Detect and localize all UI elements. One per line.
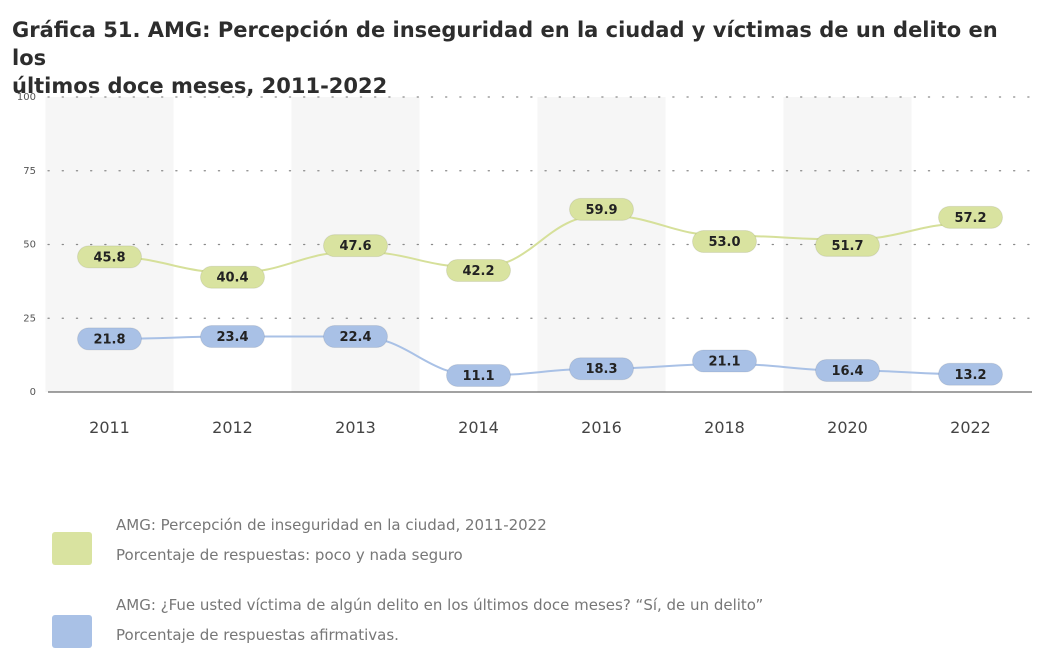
data-label-text: 18.3 (585, 362, 617, 377)
data-label-pill (323, 325, 388, 349)
data-label: 53.0 (692, 230, 757, 254)
legend-victims-line-2: Porcentaje de respuestas afirmativas. (116, 626, 399, 644)
data-label-text: 21.1 (708, 355, 740, 370)
data-label-pill (569, 357, 634, 381)
y-axis-ticks: 0 25 50 75 100 (17, 92, 36, 398)
data-label-pill (815, 358, 880, 382)
data-label-text: 21.8 (93, 332, 125, 347)
data-label-text: 45.8 (93, 250, 125, 265)
x-tick-label: 2013 (335, 418, 376, 437)
data-label: 18.3 (569, 357, 634, 381)
data-label: 21.8 (77, 327, 142, 351)
y-tick-label: 25 (23, 313, 36, 324)
data-label: 57.2 (938, 205, 1003, 229)
data-label: 13.2 (938, 362, 1003, 386)
legend-swatch-insecurity (52, 532, 92, 565)
data-label-pill (200, 325, 265, 349)
data-label-text: 11.1 (462, 369, 494, 384)
chart-title-line-2: últimos doce meses, 2011-2022 (12, 74, 388, 98)
x-tick-label: 2022 (950, 418, 991, 437)
data-label-pill (200, 265, 265, 289)
data-label-pill (938, 362, 1003, 386)
data-label-pill (692, 349, 757, 373)
y-tick-label: 50 (23, 240, 36, 251)
gridlines (47, 96, 1033, 393)
data-label: 16.4 (815, 358, 880, 382)
data-label-pill (692, 230, 757, 254)
data-label-text: 51.7 (831, 239, 863, 254)
data-label-text: 47.6 (339, 239, 371, 254)
legend-victims-line-1: AMG: ¿Fue usted víctima de algún delito … (116, 596, 764, 614)
x-axis-ticks: 2011 2012 2013 2014 2016 2018 2020 2022 (89, 418, 991, 437)
data-labels: 45.8 40.4 47.6 42.2 59.9 53.0 51.7 57.2 21.8 23.4… (77, 197, 1003, 387)
data-label-text: 57.2 (954, 211, 986, 226)
y-tick-label: 0 (30, 387, 36, 398)
legend-swatch-victims (52, 615, 92, 648)
data-label-text: 23.4 (216, 330, 248, 345)
x-tick-label: 2018 (704, 418, 745, 437)
data-label-pill (938, 205, 1003, 229)
data-label-pill (323, 234, 388, 258)
data-label-pill (569, 197, 634, 221)
data-label: 42.2 (446, 258, 511, 282)
chart-title-line-1: Gráfica 51. AMG: Percepción de insegurid… (12, 18, 998, 70)
data-label: 47.6 (323, 234, 388, 258)
data-label-pill (815, 233, 880, 257)
data-label: 21.1 (692, 349, 757, 373)
legend-text-victims: AMG: ¿Fue usted víctima de algún delito … (116, 590, 763, 650)
data-label: 51.7 (815, 233, 880, 257)
data-label: 40.4 (200, 265, 265, 289)
data-label-text: 22.4 (339, 330, 371, 345)
x-tick-label: 2014 (458, 418, 499, 437)
data-label: 22.4 (323, 325, 388, 349)
x-tick-label: 2016 (581, 418, 622, 437)
data-label-pill (77, 327, 142, 351)
data-label: 45.8 (77, 245, 142, 269)
data-label-text: 42.2 (462, 264, 494, 279)
x-tick-label: 2012 (212, 418, 253, 437)
data-label-text: 40.4 (216, 271, 248, 286)
data-label: 23.4 (200, 325, 265, 349)
data-label-pill (446, 258, 511, 282)
x-tick-label: 2011 (89, 418, 130, 437)
data-label-text: 59.9 (585, 203, 617, 218)
y-tick-label: 75 (23, 166, 36, 177)
legend-insecurity-line-2: Porcentaje de respuestas: poco y nada se… (116, 546, 463, 564)
data-label-text: 16.4 (831, 364, 863, 379)
legend-text-insecurity: AMG: Percepción de inseguridad en la ciu… (116, 510, 547, 570)
data-label-pill (446, 363, 511, 387)
data-label: 59.9 (569, 197, 634, 221)
legend-insecurity-line-1: AMG: Percepción de inseguridad en la ciu… (116, 516, 547, 534)
x-tick-label: 2020 (827, 418, 868, 437)
data-label-pill (77, 245, 142, 269)
data-label-text: 53.0 (708, 235, 740, 250)
chart-title: Gráfica 51. AMG: Percepción de insegurid… (12, 16, 1012, 100)
data-label: 11.1 (446, 363, 511, 387)
data-label-text: 13.2 (954, 368, 986, 383)
y-tick-label: 100 (17, 92, 36, 103)
